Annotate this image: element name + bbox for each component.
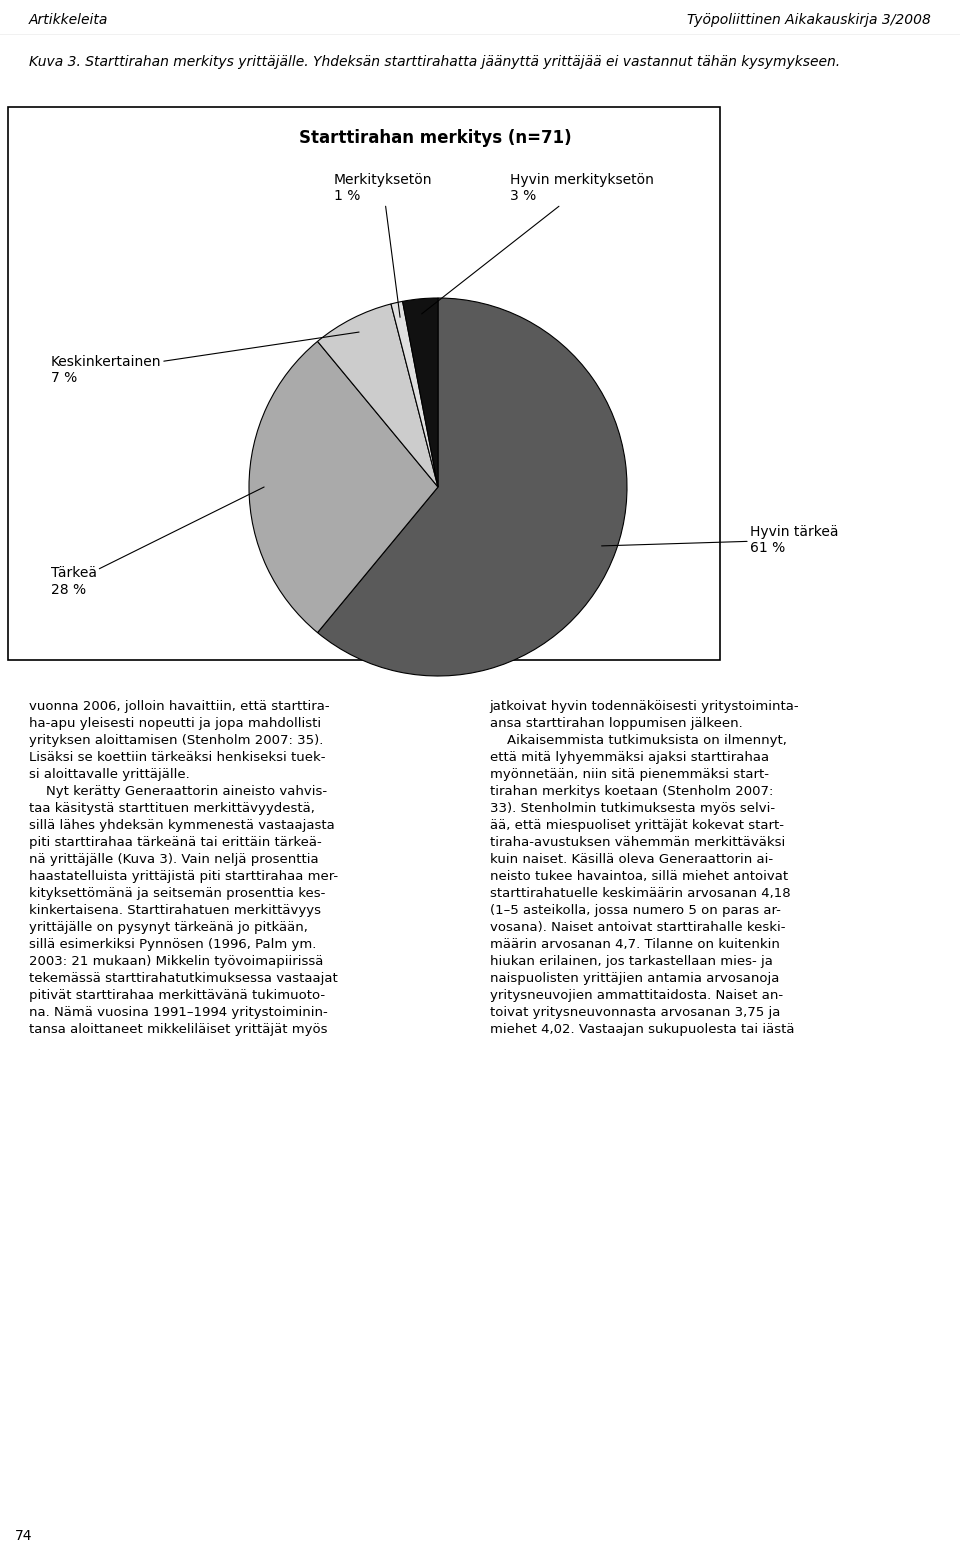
Text: Hyvin tärkeä
61 %: Hyvin tärkeä 61 %: [602, 525, 838, 555]
Text: jatkoivat hyvin todennäköisesti yritystoiminta-
ansa starttirahan loppumisen jäl: jatkoivat hyvin todennäköisesti yritysto…: [490, 700, 800, 1037]
Text: Hyvin merkityksetön
3 %: Hyvin merkityksetön 3 %: [421, 173, 654, 313]
Text: Keskinkertainen
7 %: Keskinkertainen 7 %: [51, 332, 359, 385]
Text: 74: 74: [14, 1529, 32, 1542]
Text: Työpoliittinen Aikakauskirja 3/2008: Työpoliittinen Aikakauskirja 3/2008: [687, 12, 931, 27]
Wedge shape: [402, 298, 438, 486]
Text: Tärkeä
28 %: Tärkeä 28 %: [51, 486, 264, 597]
Wedge shape: [249, 341, 438, 633]
Wedge shape: [391, 301, 438, 486]
Text: vuonna 2006, jolloin havaittiin, että starttira-
ha-apu yleisesti nopeutti ja jo: vuonna 2006, jolloin havaittiin, että st…: [29, 700, 338, 1037]
Text: Merkityksetön
1 %: Merkityksetön 1 %: [334, 173, 433, 318]
Text: Artikkeleita: Artikkeleita: [29, 12, 108, 27]
Text: Kuva 3. Starttirahan merkitys yrittäjälle. Yhdeksän starttirahatta jäänyttä yrit: Kuva 3. Starttirahan merkitys yrittäjäll…: [29, 55, 840, 69]
Wedge shape: [318, 304, 438, 486]
Text: Starttirahan merkitys (n=71): Starttirahan merkitys (n=71): [299, 129, 571, 147]
Wedge shape: [318, 298, 627, 677]
